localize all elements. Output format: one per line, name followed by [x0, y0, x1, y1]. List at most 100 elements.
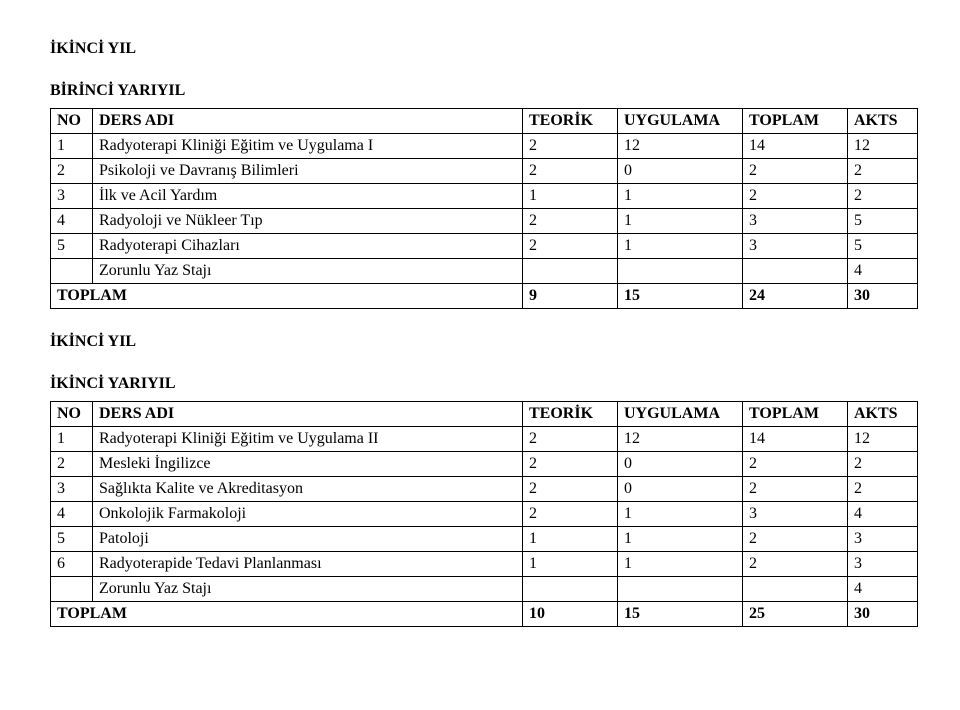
semester-heading-1: BİRİNCİ YARIYIL: [50, 82, 910, 100]
cell-u: 1: [618, 184, 743, 209]
cell-ak: 12: [848, 427, 918, 452]
cell-empty: [618, 259, 743, 284]
semester-heading-2: İKİNCİ YARIYIL: [50, 375, 910, 393]
cell-name: Mesleki İngilizce: [93, 452, 523, 477]
table-row: 5 Radyoterapi Cihazları 2 1 3 5: [51, 234, 918, 259]
table-header-row: NO DERS ADI TEORİK UYGULAMA TOPLAM AKTS: [51, 109, 918, 134]
table-row: 3 İlk ve Acil Yardım 1 1 2 2: [51, 184, 918, 209]
cell-tot: 2: [743, 527, 848, 552]
cell-tot: 2: [743, 184, 848, 209]
cell-no: 4: [51, 502, 93, 527]
col-ders: DERS ADI: [93, 109, 523, 134]
col-uyg: UYGULAMA: [618, 109, 743, 134]
cell-name: Psikoloji ve Davranış Bilimleri: [93, 159, 523, 184]
cell-ak: 30: [848, 602, 918, 627]
cell-t: 1: [523, 527, 618, 552]
year-heading-1: İKİNCİ YIL: [50, 40, 910, 58]
cell-u: 15: [618, 602, 743, 627]
cell-u: 1: [618, 209, 743, 234]
cell-tot: 2: [743, 159, 848, 184]
col-teorik: TEORİK: [523, 109, 618, 134]
cell-u: 0: [618, 159, 743, 184]
cell-ak: 5: [848, 209, 918, 234]
cell-u: 0: [618, 452, 743, 477]
cell-no: 6: [51, 552, 93, 577]
cell-empty: [51, 259, 93, 284]
cell-ak: 30: [848, 284, 918, 309]
cell-t: 10: [523, 602, 618, 627]
cell-ak: 2: [848, 184, 918, 209]
cell-ak: 12: [848, 134, 918, 159]
cell-tot: 2: [743, 452, 848, 477]
cell-no: 5: [51, 234, 93, 259]
cell-t: 2: [523, 234, 618, 259]
table-row: 6 Radyoterapide Tedavi Planlanması 1 1 2…: [51, 552, 918, 577]
cell-empty: [618, 577, 743, 602]
col-ders: DERS ADI: [93, 402, 523, 427]
col-no: NO: [51, 402, 93, 427]
cell-ak: 2: [848, 452, 918, 477]
table-row: 4 Radyoloji ve Nükleer Tıp 2 1 3 5: [51, 209, 918, 234]
cell-no: 3: [51, 184, 93, 209]
cell-total-label: TOPLAM: [51, 602, 523, 627]
cell-ak: 5: [848, 234, 918, 259]
col-akts: AKTS: [848, 402, 918, 427]
cell-ak: 3: [848, 552, 918, 577]
cell-ak: 2: [848, 159, 918, 184]
cell-name: Zorunlu Yaz Stajı: [93, 577, 523, 602]
cell-empty: [743, 259, 848, 284]
cell-no: 2: [51, 452, 93, 477]
cell-no: 1: [51, 134, 93, 159]
cell-u: 1: [618, 234, 743, 259]
cell-tot: 14: [743, 134, 848, 159]
cell-tot: 25: [743, 602, 848, 627]
cell-empty: [51, 577, 93, 602]
table-row-total: TOPLAM 10 15 25 30: [51, 602, 918, 627]
col-uyg: UYGULAMA: [618, 402, 743, 427]
cell-name: Onkolojik Farmakoloji: [93, 502, 523, 527]
cell-t: 2: [523, 134, 618, 159]
cell-tot: 2: [743, 552, 848, 577]
col-akts: AKTS: [848, 109, 918, 134]
cell-t: 2: [523, 159, 618, 184]
cell-no: 3: [51, 477, 93, 502]
cell-empty: [523, 259, 618, 284]
cell-name: Radyoterapi Cihazları: [93, 234, 523, 259]
table-header-row: NO DERS ADI TEORİK UYGULAMA TOPLAM AKTS: [51, 402, 918, 427]
cell-no: 1: [51, 427, 93, 452]
table-row: 1 Radyoterapi Kliniği Eğitim ve Uygulama…: [51, 427, 918, 452]
cell-name: Radyoterapi Kliniği Eğitim ve Uygulama I: [93, 134, 523, 159]
cell-name: Radyoloji ve Nükleer Tıp: [93, 209, 523, 234]
cell-tot: 3: [743, 234, 848, 259]
cell-t: 2: [523, 502, 618, 527]
col-teorik: TEORİK: [523, 402, 618, 427]
table-row: 1 Radyoterapi Kliniği Eğitim ve Uygulama…: [51, 134, 918, 159]
courses-table-2: NO DERS ADI TEORİK UYGULAMA TOPLAM AKTS …: [50, 401, 918, 627]
col-toplam: TOPLAM: [743, 402, 848, 427]
cell-u: 0: [618, 477, 743, 502]
cell-name: Radyoterapide Tedavi Planlanması: [93, 552, 523, 577]
cell-t: 2: [523, 427, 618, 452]
cell-ak: 4: [848, 577, 918, 602]
cell-tot: 14: [743, 427, 848, 452]
cell-ak: 4: [848, 259, 918, 284]
cell-tot: 3: [743, 209, 848, 234]
cell-u: 1: [618, 502, 743, 527]
year-heading-2: İKİNCİ YIL: [50, 333, 910, 351]
table-row: 2 Mesleki İngilizce 2 0 2 2: [51, 452, 918, 477]
table-row-staj: Zorunlu Yaz Stajı 4: [51, 259, 918, 284]
col-toplam: TOPLAM: [743, 109, 848, 134]
cell-name: Sağlıkta Kalite ve Akreditasyon: [93, 477, 523, 502]
cell-t: 2: [523, 452, 618, 477]
col-no: NO: [51, 109, 93, 134]
cell-tot: 24: [743, 284, 848, 309]
cell-t: 1: [523, 552, 618, 577]
cell-t: 2: [523, 477, 618, 502]
cell-no: 4: [51, 209, 93, 234]
table-row: 4 Onkolojik Farmakoloji 2 1 3 4: [51, 502, 918, 527]
cell-name: Radyoterapi Kliniği Eğitim ve Uygulama I…: [93, 427, 523, 452]
cell-name: İlk ve Acil Yardım: [93, 184, 523, 209]
cell-name: Zorunlu Yaz Stajı: [93, 259, 523, 284]
cell-empty: [743, 577, 848, 602]
cell-no: 5: [51, 527, 93, 552]
